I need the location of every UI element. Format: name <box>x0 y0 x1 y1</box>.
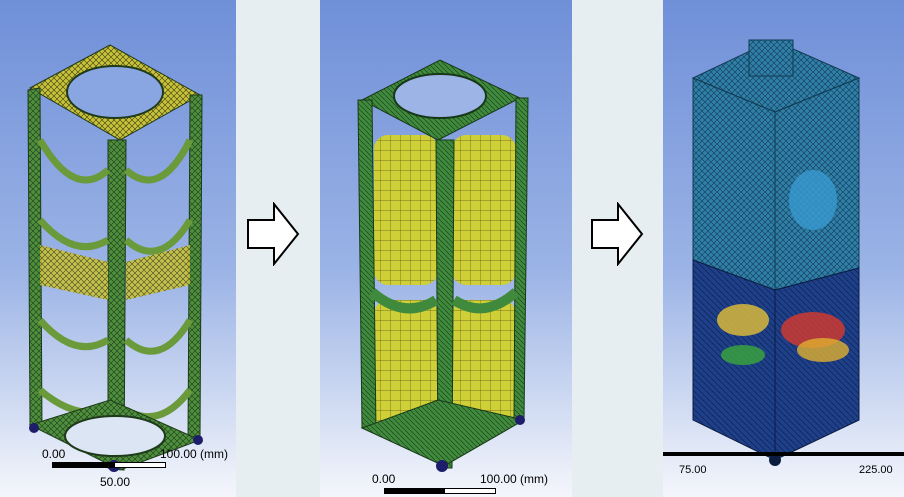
scale-bar-white <box>114 462 166 468</box>
scale-label-left: 0.00 <box>372 472 396 486</box>
right-arrow-icon <box>591 202 644 266</box>
scale-bar-black <box>663 452 904 456</box>
scale-bar-white <box>444 488 496 494</box>
scale-bar-black <box>384 488 444 494</box>
scale-label-right: 225.00 <box>859 464 893 476</box>
frame-mesh-panel: 0.00 100.00 (mm) 50.00 <box>0 0 236 497</box>
scale-label-right: 100.00 (mm) <box>480 472 549 486</box>
right-arrow-icon <box>247 202 300 266</box>
frame-mesh-view <box>27 44 203 472</box>
assembly-result-view <box>691 39 861 466</box>
payload-mesh-panel: 0.00 100.00 (mm) <box>320 0 572 497</box>
scale-label-left: 75.00 <box>679 464 707 476</box>
scale-label-right: 100.00 (mm) <box>160 447 229 461</box>
scale-bar-black <box>52 462 114 468</box>
scale-label-mid: 50.00 <box>100 475 131 489</box>
payload-mesh-view <box>357 59 529 472</box>
assembly-result-panel: 75.00 225.00 <box>663 0 904 497</box>
scale-label-left: 0.00 <box>42 447 66 461</box>
